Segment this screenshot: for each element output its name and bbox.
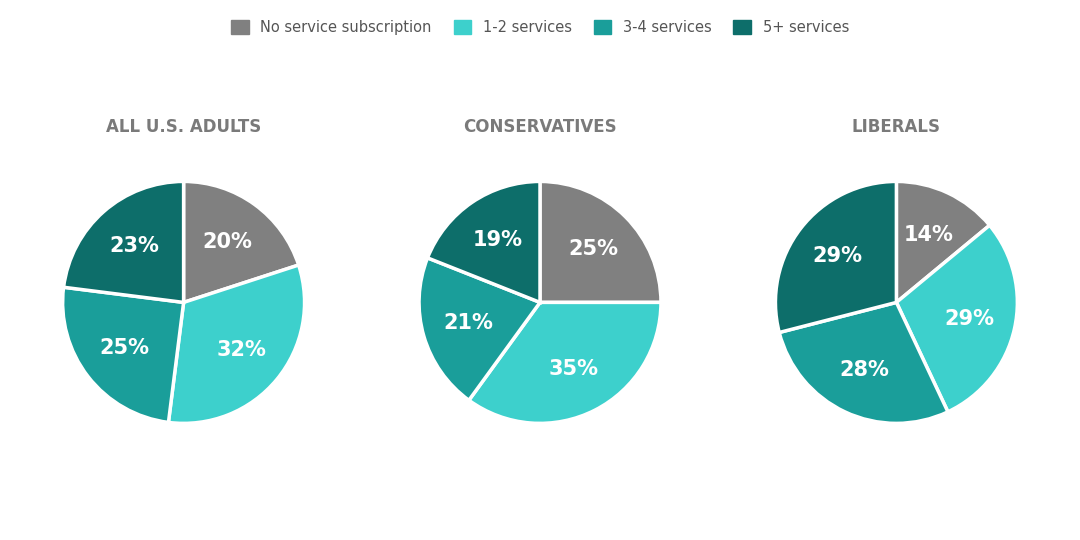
Wedge shape — [540, 181, 661, 302]
Text: 25%: 25% — [568, 239, 618, 259]
Legend: No service subscription, 1-2 services, 3-4 services, 5+ services: No service subscription, 1-2 services, 3… — [224, 13, 856, 42]
Text: 25%: 25% — [99, 339, 149, 359]
Text: 32%: 32% — [216, 340, 267, 360]
Wedge shape — [64, 181, 184, 302]
Wedge shape — [469, 302, 661, 423]
Text: 20%: 20% — [203, 232, 253, 252]
Text: 29%: 29% — [812, 246, 862, 266]
Text: 14%: 14% — [903, 225, 954, 245]
Title: CONSERVATIVES: CONSERVATIVES — [463, 118, 617, 136]
Text: 21%: 21% — [443, 313, 492, 333]
Wedge shape — [775, 181, 896, 333]
Wedge shape — [896, 225, 1017, 412]
Text: 23%: 23% — [109, 236, 159, 256]
Text: 19%: 19% — [473, 231, 523, 251]
Wedge shape — [63, 287, 184, 422]
Wedge shape — [168, 265, 305, 423]
Text: 35%: 35% — [549, 359, 599, 379]
Wedge shape — [419, 258, 540, 400]
Wedge shape — [184, 181, 299, 302]
Text: 28%: 28% — [839, 360, 890, 380]
Wedge shape — [896, 181, 989, 302]
Wedge shape — [428, 181, 540, 302]
Title: ALL U.S. ADULTS: ALL U.S. ADULTS — [106, 118, 261, 136]
Wedge shape — [780, 302, 948, 423]
Text: 29%: 29% — [945, 309, 995, 329]
Title: LIBERALS: LIBERALS — [852, 118, 941, 136]
